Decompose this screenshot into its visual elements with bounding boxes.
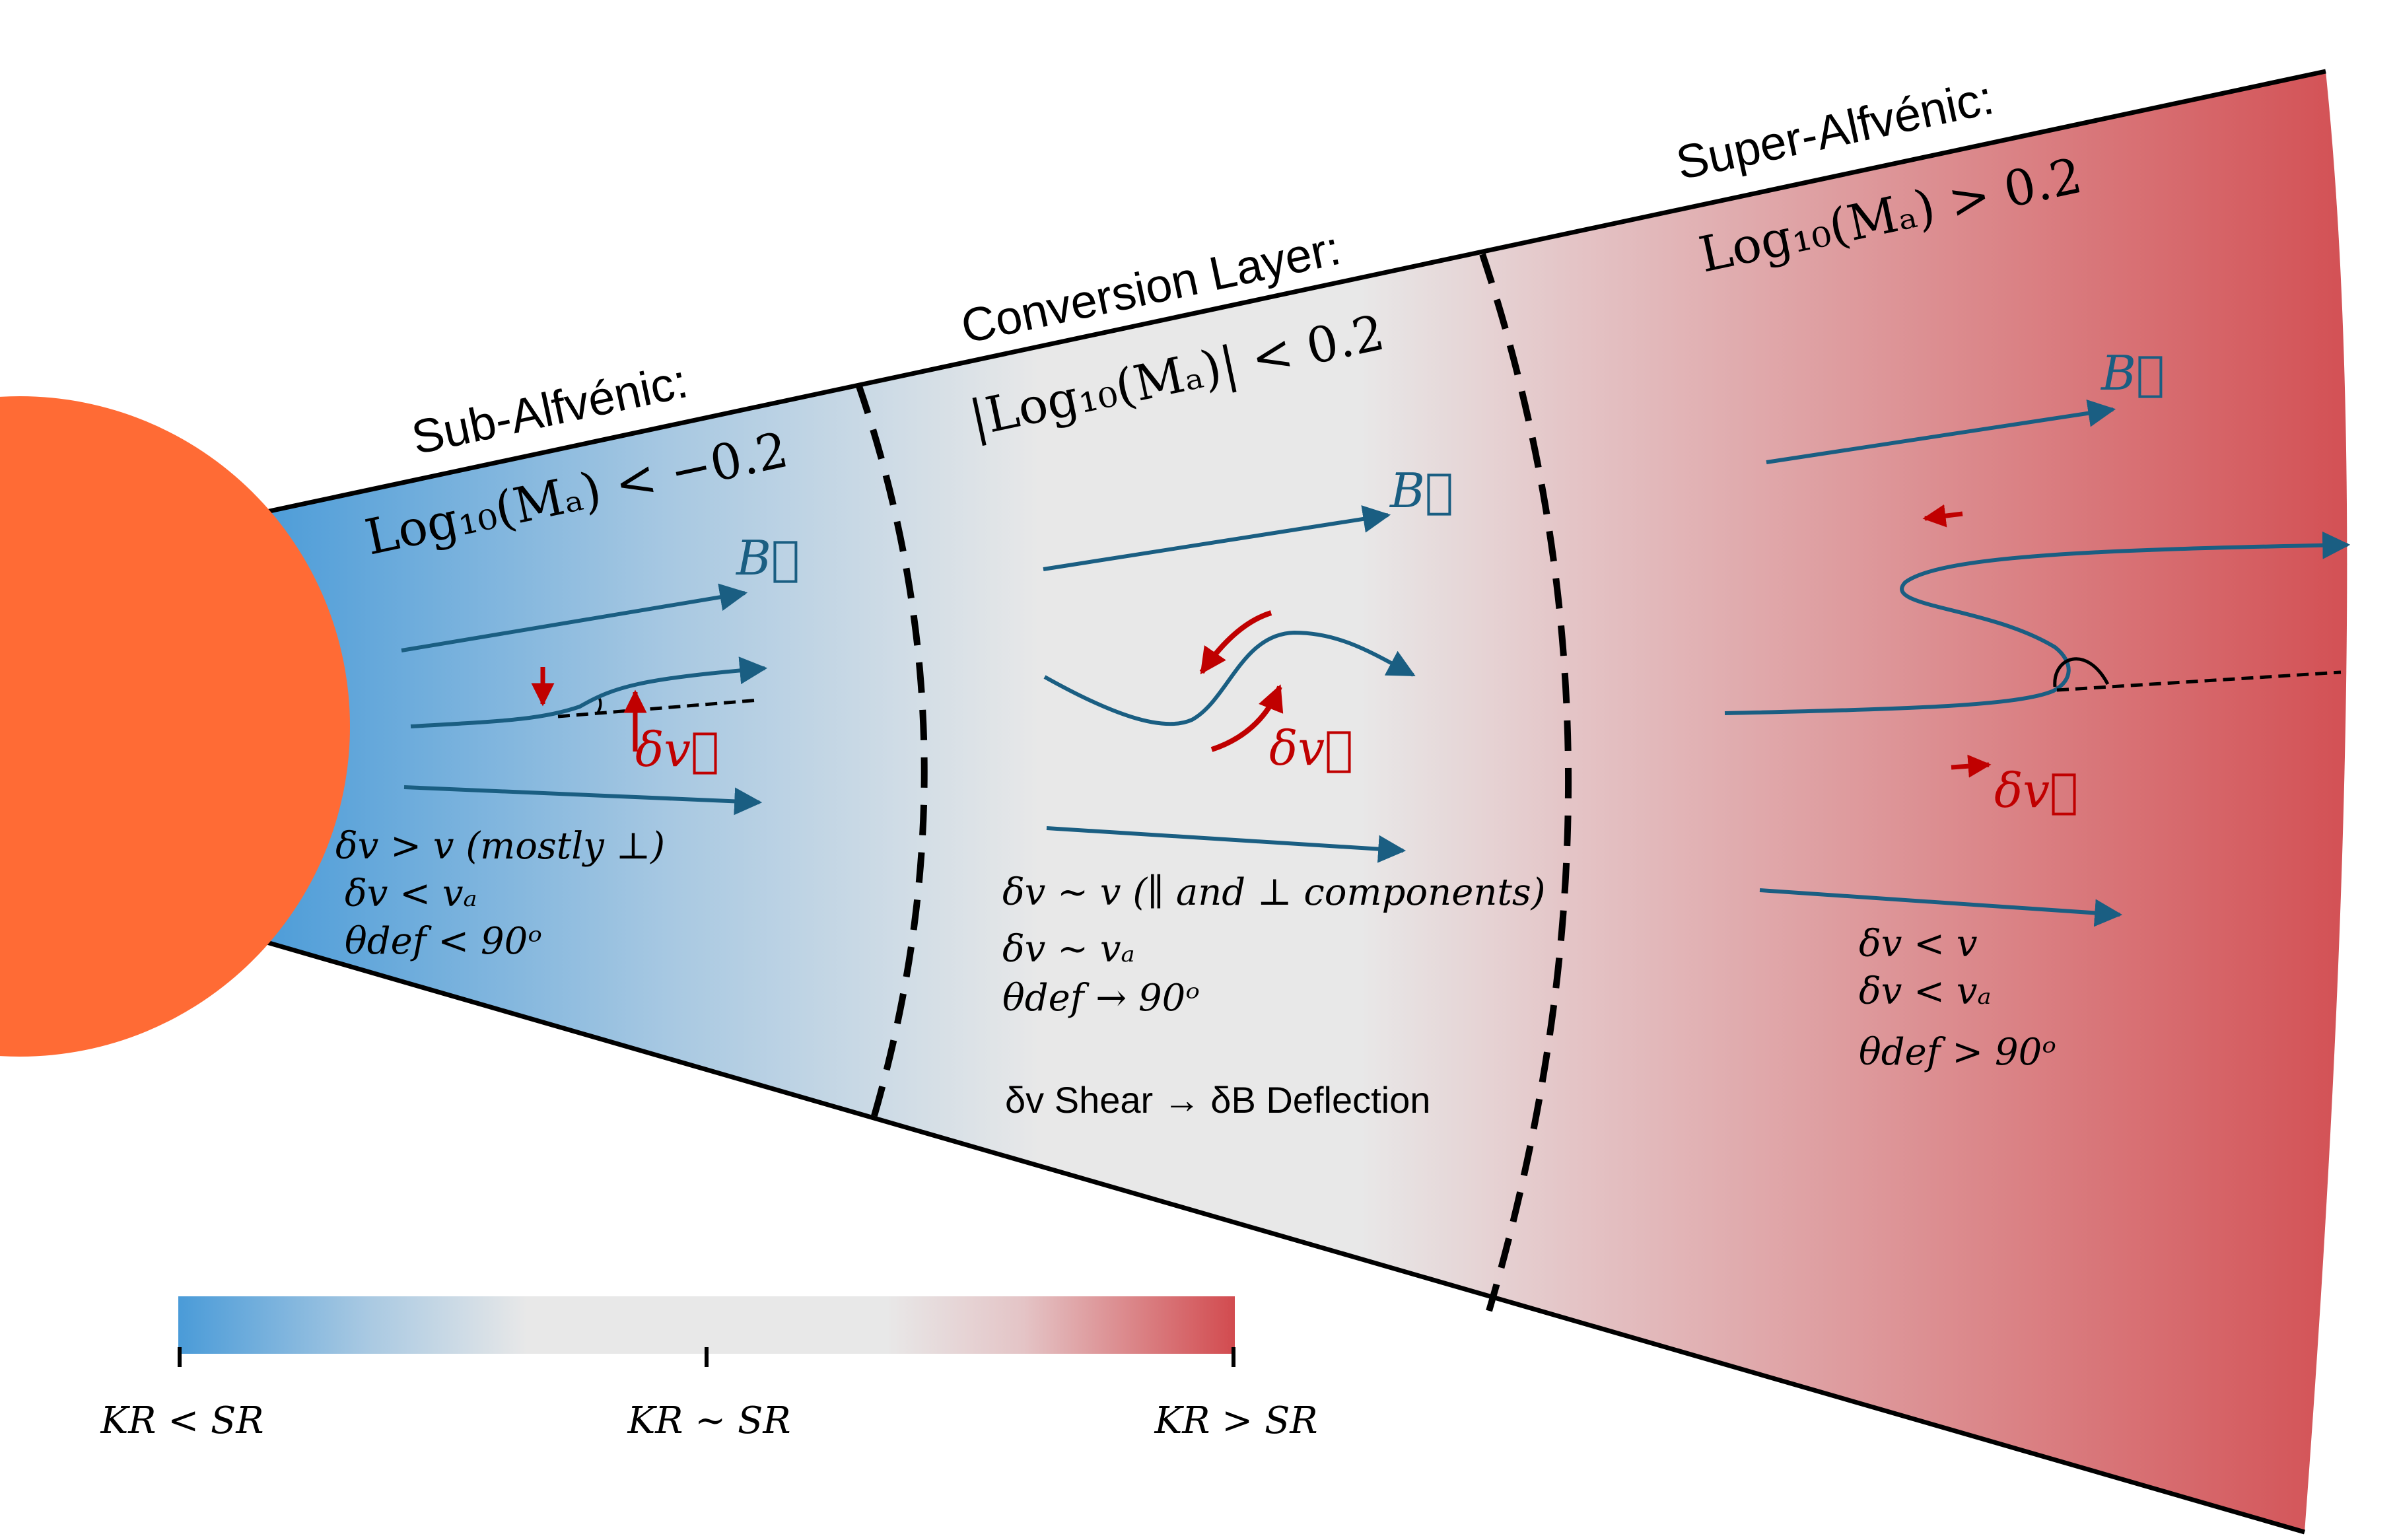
- super-note-1: δv < v: [1859, 923, 1978, 965]
- sub-dv-label: δv⃗: [635, 722, 719, 777]
- sub-b-label: B⃗: [735, 530, 800, 586]
- cone-bottom-edge: [250, 935, 2305, 1535]
- super-field-line-middle: [1724, 531, 2351, 715]
- sub-field-line-top: [401, 583, 748, 652]
- boundary-sub-conversion: [855, 383, 928, 1131]
- conversion-field-line-bottom: [1046, 826, 1407, 863]
- super-reference-line: [2056, 670, 2342, 692]
- conversion-field-line-top: [1043, 505, 1391, 571]
- colorbar-label-right: KR > SR: [1154, 1399, 1317, 1442]
- sub-deflection-angle: [596, 698, 602, 715]
- conversion-note-2: δv ~ vₐ: [1002, 928, 1135, 971]
- boundary-conversion-super: [1479, 253, 1572, 1312]
- super-b-label: B⃗: [2100, 345, 2165, 401]
- sub-field-line-bottom: [403, 785, 763, 816]
- colorbar-label-left: KR < SR: [100, 1399, 263, 1442]
- sub-note-3: θdef < 90ᵒ: [345, 920, 542, 963]
- colorbar: [178, 1296, 1235, 1354]
- sub-reference-line: [557, 698, 760, 718]
- sub-note-2: δv < vₐ: [345, 872, 477, 915]
- sun-disc: [0, 396, 350, 1057]
- conversion-note-3: θdef → 90ᵒ: [1002, 977, 1200, 1020]
- conversion-shear-arrow-bottom: [1210, 684, 1284, 752]
- conversion-dv-label: δv⃗: [1269, 720, 1353, 776]
- conversion-field-line-middle: [1043, 630, 1416, 726]
- super-field-line-top: [1766, 399, 2116, 464]
- super-note-2: δv < vₐ: [1859, 970, 1992, 1013]
- super-dv-arrow-left: [1922, 504, 1963, 528]
- conversion-note-1: δv ~ v (∥ and ⊥ components): [1002, 871, 1546, 914]
- sub-field-line-middle: [410, 656, 768, 728]
- conversion-shear-arrow-top: [1199, 610, 1272, 675]
- wind-cone: [251, 71, 2347, 1532]
- super-dv-arrow-right: [1951, 754, 1992, 778]
- colorbar-label-middle: KR ~ SR: [627, 1399, 790, 1442]
- super-deflection-angle: [2053, 657, 2110, 687]
- cone-top-edge: [250, 69, 2326, 518]
- conversion-b-label: B⃗: [1389, 463, 1453, 518]
- super-field-line-bottom: [1759, 888, 2123, 927]
- sub-note-1: δv > v (mostly ⊥): [335, 825, 665, 868]
- super-note-3: θdef > 90ᵒ: [1859, 1031, 2056, 1074]
- conversion-note-4: δv Shear → δB Deflection: [1005, 1079, 1430, 1121]
- super-dv-label: δv⃗: [1994, 763, 2078, 818]
